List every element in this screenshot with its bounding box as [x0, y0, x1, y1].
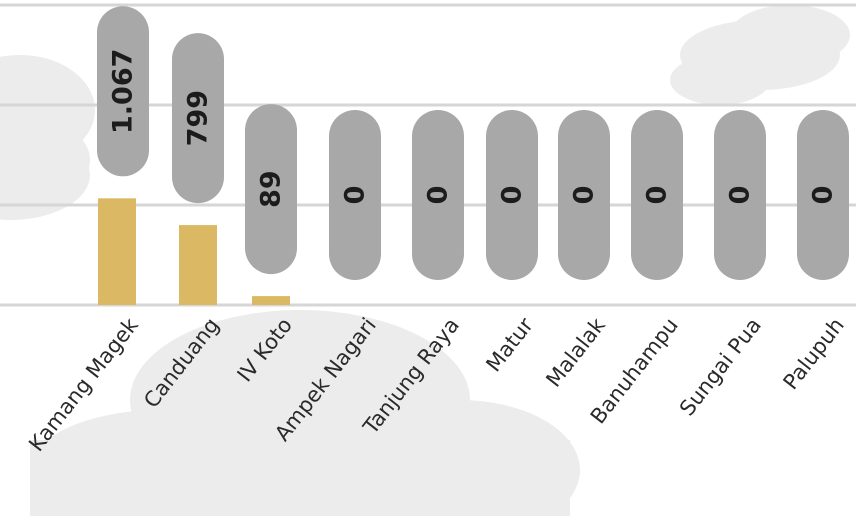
bar [179, 225, 217, 305]
value-label: 0 [642, 186, 673, 205]
value-label: 799 [183, 90, 214, 146]
bar [98, 198, 136, 305]
value-label: 0 [569, 186, 600, 205]
value-label: 0 [340, 186, 371, 205]
value-pill [631, 110, 683, 280]
x-tick-label: Palupuh [779, 313, 849, 394]
bar [252, 296, 290, 305]
value-pill [245, 104, 297, 275]
value-label: 0 [725, 186, 756, 205]
value-label: 1.067 [108, 49, 139, 134]
value-pill [97, 6, 149, 177]
value-label: 89 [256, 170, 287, 208]
value-pill [486, 110, 538, 280]
background-clouds [0, 5, 850, 516]
value-label: 0 [423, 186, 454, 205]
x-tick-label: Sungai Pua [675, 313, 766, 420]
x-tick-label: Matur [481, 313, 538, 376]
value-pill [558, 110, 610, 280]
value-pill [412, 110, 464, 280]
value-pill [714, 110, 766, 280]
value-label: 0 [808, 186, 839, 205]
value-pill [797, 110, 849, 280]
value-pill [172, 33, 224, 204]
x-tick-label: Malalak [541, 313, 610, 392]
value-label: 0 [497, 186, 528, 205]
value-pill [329, 110, 381, 280]
